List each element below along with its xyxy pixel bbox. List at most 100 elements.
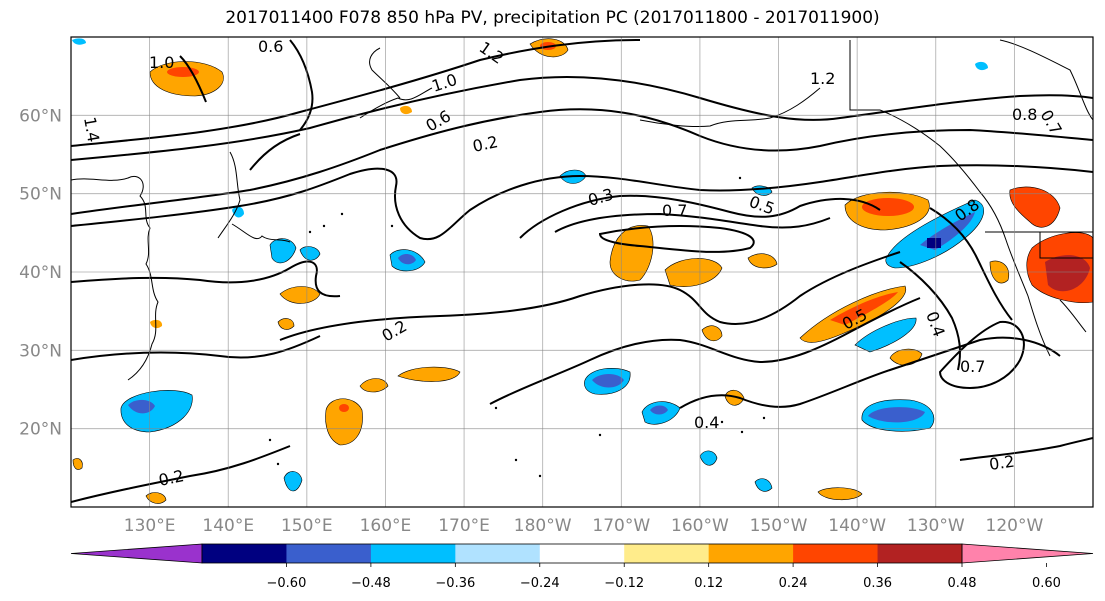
colorbar-tick-label: −0.36 [435,576,475,591]
precip-area [232,206,244,218]
na-west-coast [879,109,1051,357]
longitude-label: 120°W [986,516,1044,536]
precip-area [1009,186,1061,228]
precip-area [975,61,988,71]
island [740,430,744,434]
precip-area [325,398,363,446]
pv-contour [489,297,921,405]
pv-contour [179,55,207,103]
pv-contour [519,194,881,239]
latitude-label: 40°N [19,263,62,283]
colorbar-outline [201,543,963,564]
contour-label: 0.7 [960,357,985,376]
island [738,176,742,180]
contour-label: 1.2 [810,69,835,88]
contour-label: 0.2 [157,466,186,490]
precip-area [747,253,778,269]
precip-area [701,325,723,342]
map-border [70,36,1094,508]
precip-area [854,317,917,353]
colorbar-segment [286,544,372,563]
island [720,420,724,424]
colorbar-tick-label: −0.24 [520,576,560,591]
baja-coast [1059,299,1087,333]
precip-area [299,246,321,261]
longitude-label: 140°W [828,516,886,536]
precip-core [398,254,416,265]
colorbar-segment [624,544,710,563]
contour-label: 0.6 [258,37,283,56]
islands [268,176,766,478]
island [276,462,280,466]
precip-core [868,407,925,423]
colorbar-segment [793,544,879,563]
longitude-label: 160°E [360,516,412,536]
contour-label: 1.0 [149,53,174,72]
island [762,416,766,420]
latitude-label: 60°N [19,106,62,126]
pv-contour [598,225,755,253]
precip-area [397,366,461,382]
longitude-label: 150°W [750,516,808,536]
gridlines [71,37,1093,507]
colorbar-extend-low [70,543,203,564]
longitude-label: 130°W [907,516,965,536]
colorbar-segment [370,544,456,563]
island [538,474,542,478]
colorbar: −0.60 −0.48 −0.36 −0.24 −0.12 0.12 0.24 0.36 0.4… [70,543,1094,591]
pv-contour [929,207,1013,321]
island [322,224,326,228]
precip-positive-areas [72,38,1093,504]
canada-border [999,39,1093,121]
pv-contour [679,336,1061,409]
colorbar-segment [202,544,287,563]
longitude-label: 130°E [124,516,176,536]
contour-label: 0.7 [662,201,687,220]
precip-area [72,38,86,45]
precip-area [279,286,321,304]
precip-area [400,105,412,115]
island [340,212,344,216]
precip-core [927,238,941,248]
pv-contour [959,437,1093,461]
colorbar-tick-label: −0.48 [351,576,391,591]
map-title: 2017011400 F078 850 hPa PV, precipitatio… [225,8,880,28]
island [598,433,602,437]
island [390,224,394,228]
precip-core [592,374,624,388]
precip-area [724,389,745,406]
colorbar-extend-high [961,543,1094,564]
precip-core [1045,255,1090,292]
colorbar-tick-label: −0.12 [604,576,644,591]
pv-contour [71,335,321,361]
precip-area [699,450,718,466]
colorbar-segment [539,544,625,563]
island [308,230,312,234]
kamchatka-coast [369,47,401,99]
colorbar-tick-label: 0.24 [779,576,808,591]
precip-core [830,292,898,325]
pv-contour [899,261,961,371]
colorbar-tick-label: 0.36 [863,576,892,591]
latitude-label: 50°N [19,185,62,205]
precip-area [277,318,295,330]
precip-area [664,258,723,287]
longitude-label: 170°E [438,516,490,536]
precip-area [817,487,863,501]
coastlines [71,39,1093,381]
pv-contour [71,75,1093,161]
precip-area [359,378,389,393]
pv-contour [938,320,1025,390]
longitude-label: 160°W [671,516,729,536]
pv-contour [71,39,641,147]
contour-label: 1.4 [80,115,103,143]
contour-label: 0.8 [1012,105,1037,124]
longitude-labels: 130°E 140°E 150°E 160°E 170°E 180°W 170°W 160°W… [124,516,1044,536]
pv-contour [249,133,301,171]
longitude-label: 180°W [514,516,572,536]
contour-label: 0.4 [694,413,719,432]
pv-contour [554,212,831,233]
colorbar-tick-label: 0.12 [694,576,723,591]
island [514,458,518,462]
